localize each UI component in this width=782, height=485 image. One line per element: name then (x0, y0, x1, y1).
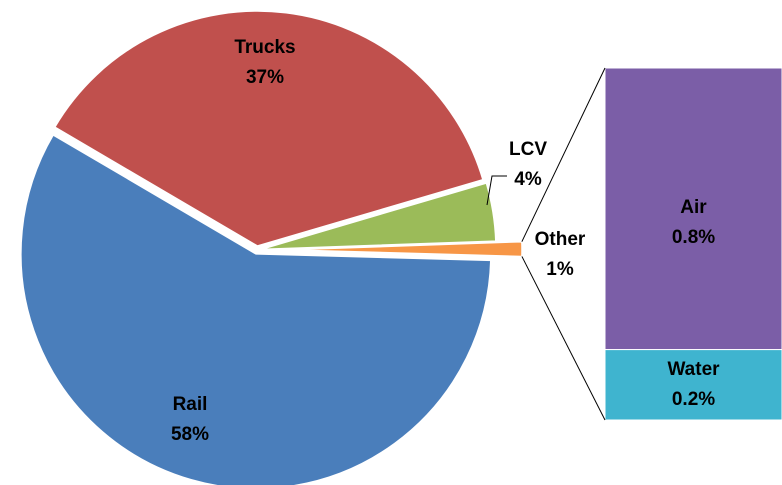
slice-label: Other (535, 229, 586, 250)
slice-value-label: 37% (246, 67, 284, 88)
bar-value-label: 0.8% (672, 227, 715, 248)
pie-slice (286, 240, 523, 258)
bar-value-label: 0.2% (672, 389, 715, 410)
bar-segment (604, 67, 782, 351)
bar-label: Air (680, 197, 707, 218)
slice-value-label: 1% (546, 259, 574, 280)
pie-slice (260, 182, 497, 251)
bar-segment (604, 349, 782, 421)
connector-line (521, 256, 606, 421)
bar-label: Water (667, 359, 720, 380)
slice-value-label: 4% (514, 169, 542, 190)
slice-label: LCV (509, 139, 547, 160)
connector-line (521, 67, 606, 242)
slice-label: Rail (173, 394, 208, 415)
slice-label: Trucks (234, 37, 295, 58)
slice-value-label: 58% (171, 424, 209, 445)
pie-slice (20, 133, 492, 485)
leader-line (486, 175, 507, 206)
pie-slice (53, 10, 484, 247)
